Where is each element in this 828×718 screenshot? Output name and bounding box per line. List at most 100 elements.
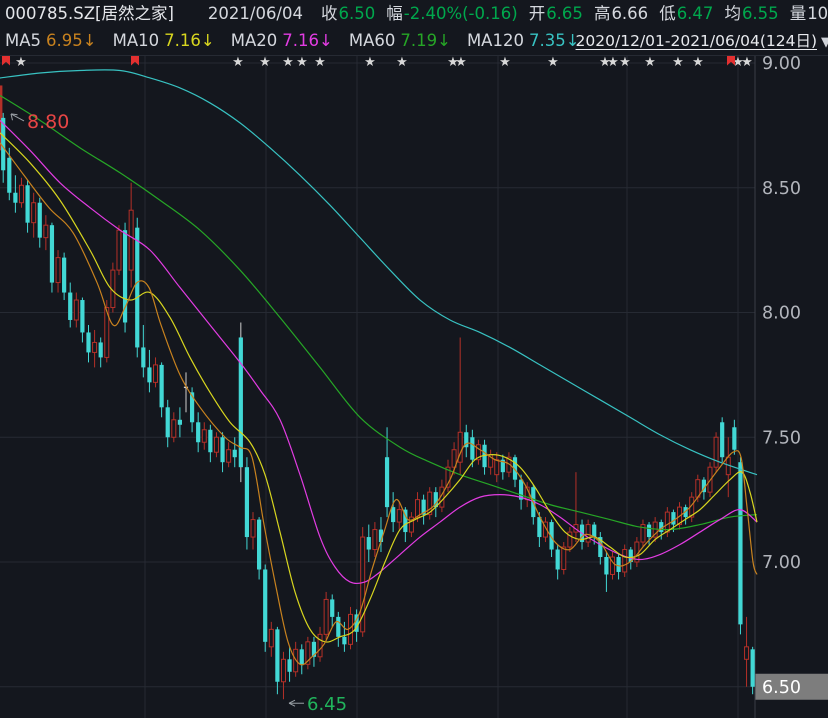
candle[interactable] <box>611 552 615 579</box>
candle[interactable] <box>38 198 42 248</box>
candle[interactable] <box>56 250 60 292</box>
candle[interactable] <box>300 644 304 674</box>
candle[interactable] <box>385 427 389 517</box>
candle[interactable] <box>239 322 243 482</box>
candle[interactable] <box>726 437 730 497</box>
candle[interactable] <box>196 412 200 452</box>
candle[interactable] <box>263 564 267 651</box>
event-star-icon[interactable]: ★ <box>455 56 467 70</box>
event-star-icon[interactable]: ★ <box>296 56 308 70</box>
event-star-icon[interactable]: ★ <box>607 56 619 70</box>
candle[interactable] <box>160 362 164 417</box>
candle[interactable] <box>154 357 158 387</box>
candle[interactable] <box>50 223 54 293</box>
candle[interactable] <box>93 330 97 367</box>
candle[interactable] <box>586 520 590 547</box>
candle[interactable] <box>318 627 322 662</box>
event-star-icon[interactable]: ★ <box>259 56 271 70</box>
candle[interactable] <box>537 512 541 547</box>
candle[interactable] <box>117 225 121 275</box>
event-star-icon[interactable]: ★ <box>364 56 376 70</box>
candle[interactable] <box>574 472 578 542</box>
date-range-label[interactable]: 2020/12/01-2021/06/04(124日) <box>576 32 817 50</box>
candle[interactable] <box>336 612 340 647</box>
candle[interactable] <box>44 215 48 250</box>
candle[interactable] <box>251 512 255 549</box>
event-star-icon[interactable]: ★ <box>672 56 684 70</box>
event-star-icon[interactable]: ★ <box>644 56 656 70</box>
candle[interactable] <box>135 218 139 358</box>
candle[interactable] <box>732 420 736 455</box>
event-star-icon[interactable]: ★ <box>232 56 244 70</box>
event-star-icon[interactable]: ★ <box>547 56 559 70</box>
candle[interactable] <box>635 537 639 567</box>
candle[interactable] <box>13 175 17 212</box>
candle[interactable] <box>19 178 23 208</box>
candle[interactable] <box>489 450 493 475</box>
kline-chart[interactable]: 9.008.508.007.507.006.50★★★★★★★★★★★★★★★★… <box>0 56 828 718</box>
candle[interactable] <box>220 432 224 472</box>
candle[interactable] <box>482 440 486 475</box>
candle[interactable] <box>604 552 608 592</box>
candle[interactable] <box>714 432 718 472</box>
candle[interactable] <box>745 617 749 687</box>
candle[interactable] <box>172 412 176 442</box>
candle[interactable] <box>86 325 90 362</box>
candle[interactable] <box>147 350 151 392</box>
event-flag-icon[interactable] <box>2 56 10 66</box>
candle[interactable] <box>397 502 401 529</box>
candle[interactable] <box>202 422 206 449</box>
date-range-selector[interactable]: 2020/12/01-2021/06/04(124日) ▼ <box>576 27 828 55</box>
candle[interactable] <box>409 512 413 537</box>
chevron-down-icon[interactable]: ▼ <box>821 35 828 50</box>
candle[interactable] <box>208 425 212 462</box>
candle[interactable] <box>245 457 249 549</box>
candle[interactable] <box>214 432 218 457</box>
candle[interactable] <box>373 522 377 557</box>
event-star-icon[interactable]: ★ <box>741 56 753 70</box>
candle[interactable] <box>720 417 724 462</box>
event-star-icon[interactable]: ★ <box>499 56 511 70</box>
candle[interactable] <box>556 545 560 580</box>
candle[interactable] <box>464 425 468 457</box>
candle[interactable] <box>227 442 231 467</box>
event-star-icon[interactable]: ★ <box>282 56 294 70</box>
candle[interactable] <box>367 525 371 562</box>
candle[interactable] <box>684 505 688 525</box>
candle[interactable] <box>616 555 620 580</box>
candle[interactable] <box>391 492 395 532</box>
candle[interactable] <box>324 592 328 639</box>
candle[interactable] <box>257 517 261 579</box>
candle[interactable] <box>306 637 310 669</box>
candle[interactable] <box>312 637 316 667</box>
candle[interactable] <box>428 487 432 519</box>
candle[interactable] <box>68 283 72 328</box>
candle[interactable] <box>166 400 170 447</box>
candle[interactable] <box>32 193 36 238</box>
candle[interactable] <box>74 293 78 328</box>
candle[interactable] <box>25 180 29 232</box>
candle[interactable] <box>178 407 182 437</box>
event-flag-icon[interactable] <box>131 56 139 66</box>
event-star-icon[interactable]: ★ <box>619 56 631 70</box>
candle[interactable] <box>99 337 103 367</box>
candle[interactable] <box>123 223 127 333</box>
candle[interactable] <box>129 183 133 288</box>
candle[interactable] <box>281 652 285 699</box>
candle[interactable] <box>62 253 66 300</box>
event-star-icon[interactable]: ★ <box>396 56 408 70</box>
event-flag-icon[interactable] <box>727 56 735 66</box>
candle[interactable] <box>598 532 602 564</box>
candle[interactable] <box>184 372 188 412</box>
event-star-icon[interactable]: ★ <box>314 56 326 70</box>
candle[interactable] <box>562 542 566 574</box>
candle[interactable] <box>233 437 237 467</box>
candle[interactable] <box>111 263 115 313</box>
candle[interactable] <box>623 545 627 577</box>
candle[interactable] <box>641 520 645 547</box>
candle[interactable] <box>80 298 84 343</box>
candle[interactable] <box>501 455 505 480</box>
candle[interactable] <box>476 440 480 465</box>
event-star-icon[interactable]: ★ <box>15 56 27 70</box>
